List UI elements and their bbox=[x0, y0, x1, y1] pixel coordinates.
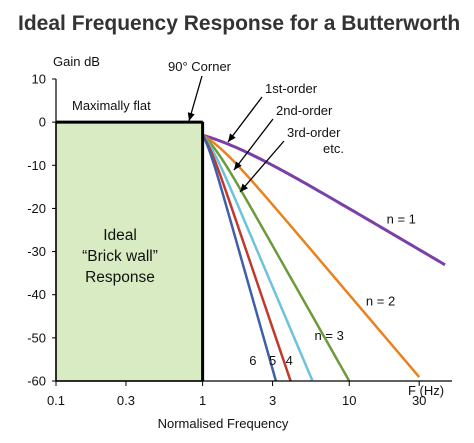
order-arrow-1st-head bbox=[228, 133, 236, 142]
x-axis-unit-label: F (Hz) bbox=[408, 383, 444, 398]
y-tick-label: -50 bbox=[27, 330, 46, 345]
series-label-order-5: 5 bbox=[269, 353, 276, 368]
corner-annotation: 90° Corner bbox=[168, 59, 232, 74]
order-arrow-3rd-head bbox=[240, 183, 248, 192]
y-tick-label: 0 bbox=[39, 115, 46, 130]
series-line-order-6 bbox=[201, 134, 278, 382]
chart-title: Ideal Frequency Response for a Butterwor… bbox=[18, 12, 460, 35]
order-annotation-etc: etc. bbox=[323, 141, 344, 156]
x-axis-label: Normalised Frequency bbox=[158, 416, 289, 431]
order-annotation-2nd: 2nd-order bbox=[276, 103, 333, 118]
x-tick-label: 30 bbox=[412, 393, 426, 408]
brick-wall-line-3: Response bbox=[85, 269, 155, 286]
y-tick-label: -40 bbox=[27, 287, 46, 302]
y-tick-label: 10 bbox=[32, 72, 46, 87]
series-line-order-5 bbox=[201, 134, 292, 382]
y-tick-label: -10 bbox=[27, 158, 46, 173]
x-tick-label: 1 bbox=[199, 393, 206, 408]
order-annotation-1st: 1st-order bbox=[265, 81, 318, 96]
passband-region bbox=[55, 121, 204, 382]
series-line-order-2 bbox=[201, 134, 421, 378]
x-tick-label: 0.3 bbox=[117, 393, 135, 408]
y-axis-label: Gain dB bbox=[53, 54, 100, 69]
brick-wall-line-2: “Brick wall” bbox=[82, 248, 158, 265]
series-label-order-2: n = 2 bbox=[366, 294, 395, 309]
y-tick-label: -20 bbox=[27, 201, 46, 216]
labels-layer: 10 0 -10 -20 -30 -40 -50 -600.1 0.3 1 3 10 30 n = 1 n … bbox=[27, 72, 426, 409]
order-arrow-2nd bbox=[233, 118, 274, 171]
axes-layer bbox=[52, 78, 452, 386]
series-label-order-1: n = 1 bbox=[387, 212, 416, 227]
order-arrow-3rd bbox=[239, 140, 285, 193]
order-arrow-1st bbox=[227, 96, 263, 143]
series-label-order-4: 4 bbox=[286, 353, 293, 368]
order-arrow-2nd-head bbox=[234, 161, 242, 170]
series-line-order-3 bbox=[201, 134, 351, 382]
maximally-flat-annotation: Maximally flat bbox=[72, 98, 151, 113]
y-tick-label: -30 bbox=[27, 244, 46, 259]
x-tick-label: 0.1 bbox=[47, 393, 65, 408]
series-label-order-6: 6 bbox=[249, 353, 256, 368]
y-tick-label: -60 bbox=[27, 374, 46, 389]
series-label-order-3: n = 3 bbox=[315, 328, 344, 343]
series-line-order-1 bbox=[202, 133, 446, 267]
corner-arrow-head bbox=[187, 112, 195, 121]
x-tick-label: 10 bbox=[342, 393, 356, 408]
x-tick-label: 3 bbox=[269, 393, 276, 408]
series-line-order-4 bbox=[201, 134, 314, 381]
order-annotation-3rd: 3rd-order bbox=[287, 125, 341, 140]
brick-wall-line-1: Ideal bbox=[103, 227, 137, 244]
